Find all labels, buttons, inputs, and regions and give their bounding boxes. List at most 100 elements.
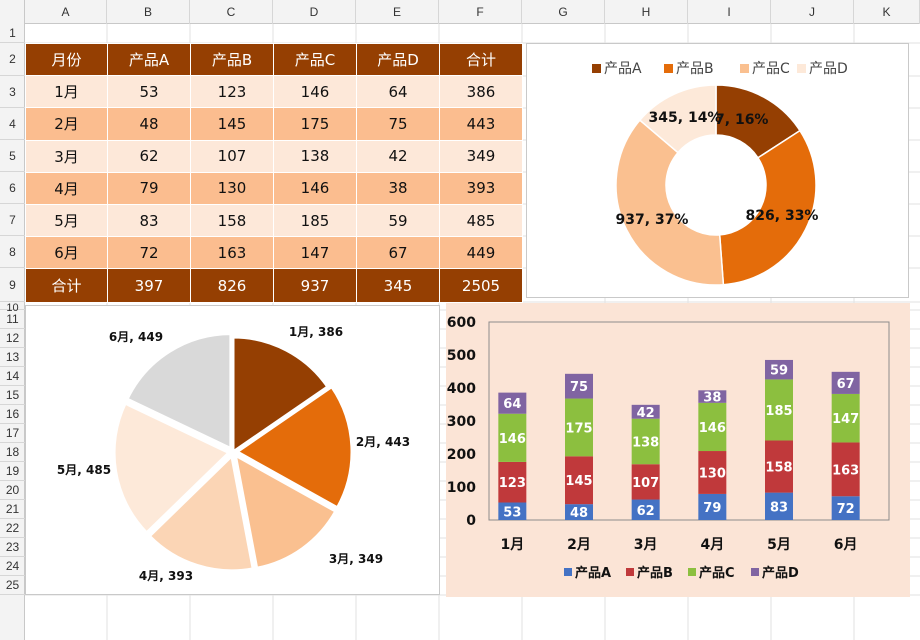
stacked-bar-chart: 0 100 200 300 400 500 600 53 123 146 64 1月 48 145 175 7…	[447, 315, 890, 581]
table-cell[interactable]: 937	[273, 268, 357, 304]
row-header-14[interactable]: 14	[0, 367, 25, 386]
table-cell[interactable]: 64	[356, 75, 440, 109]
table-cell[interactable]: 185	[273, 203, 357, 238]
table-cell[interactable]: 2月	[25, 107, 108, 141]
table-cell[interactable]: 175	[273, 107, 357, 141]
row-header-2[interactable]: 2	[0, 43, 25, 76]
column-header-f[interactable]: F	[439, 0, 522, 24]
row-header-1[interactable]: 1	[0, 24, 25, 43]
column-header-d[interactable]: D	[273, 0, 356, 24]
table-cell[interactable]: 449	[439, 236, 523, 270]
row-header-15[interactable]: 15	[0, 386, 25, 405]
stacked-bar-chart-frame[interactable]: 0 100 200 300 400 500 600 53 123 146 64 1月 48 145 175 7…	[446, 303, 910, 597]
row-header-8[interactable]: 8	[0, 236, 25, 268]
table-cell[interactable]: 397	[107, 268, 191, 304]
table-cell[interactable]: 163	[190, 236, 274, 270]
row-header-16[interactable]: 16	[0, 405, 25, 424]
table-cell[interactable]: 72	[107, 236, 191, 270]
table-cell[interactable]: 83	[107, 203, 191, 238]
legend-label: 产品B	[676, 61, 714, 77]
pie-data-label: 3月, 349	[329, 552, 383, 566]
row-header-19[interactable]: 19	[0, 462, 25, 481]
legend-swatch	[592, 64, 601, 73]
table-cell[interactable]: 146	[273, 171, 357, 205]
row-header-17[interactable]: 17	[0, 424, 25, 443]
bar-data-label: 62	[637, 504, 655, 519]
bar-data-label: 146	[699, 421, 726, 436]
table-cell[interactable]: 107	[190, 139, 274, 173]
column-header-g[interactable]: G	[522, 0, 605, 24]
table-cell[interactable]: 79	[107, 171, 191, 205]
x-tick-label: 5月	[767, 537, 791, 553]
table-cell[interactable]: 67	[356, 236, 440, 270]
donut-chart-frame[interactable]: 产品A 产品B 产品C 产品D 397, 16% 826, 33% 937, 37% 345,…	[526, 43, 909, 298]
table-cell[interactable]: 3月	[25, 139, 108, 173]
row-header-20[interactable]: 20	[0, 481, 25, 500]
column-header-b[interactable]: B	[107, 0, 190, 24]
table-cell[interactable]: 产品C	[273, 42, 357, 77]
column-header-i[interactable]: I	[688, 0, 771, 24]
row-header-3[interactable]: 3	[0, 76, 25, 108]
table-cell[interactable]: 146	[273, 75, 357, 109]
bar-segment	[631, 464, 660, 500]
table-cell[interactable]: 53	[107, 75, 191, 109]
column-header-c[interactable]: C	[190, 0, 273, 24]
row-header-24[interactable]: 24	[0, 557, 25, 576]
table-cell[interactable]: 4月	[25, 171, 108, 205]
table-cell[interactable]: 130	[190, 171, 274, 205]
table-cell[interactable]: 393	[439, 171, 523, 205]
table-cell[interactable]: 349	[439, 139, 523, 173]
table-cell[interactable]: 138	[273, 139, 357, 173]
row-header-9[interactable]: 9	[0, 268, 25, 302]
table-cell[interactable]: 145	[190, 107, 274, 141]
row-header-12[interactable]: 12	[0, 329, 25, 348]
table-cell[interactable]: 158	[190, 203, 274, 238]
pie-slice-1	[231, 335, 330, 455]
column-header-e[interactable]: E	[356, 0, 439, 24]
column-header-h[interactable]: H	[605, 0, 688, 24]
table-cell[interactable]: 123	[190, 75, 274, 109]
table-cell[interactable]: 合计	[439, 42, 523, 77]
table-cell[interactable]: 产品A	[107, 42, 191, 77]
table-cell[interactable]: 48	[107, 107, 191, 141]
row-header-22[interactable]: 22	[0, 519, 25, 538]
select-all-corner[interactable]	[0, 0, 25, 24]
table-cell[interactable]: 产品B	[190, 42, 274, 77]
row-header-7[interactable]: 7	[0, 204, 25, 236]
row-header-4[interactable]: 4	[0, 108, 25, 140]
row-header-5[interactable]: 5	[0, 140, 25, 172]
legend-label: 产品C	[752, 61, 790, 77]
table-cell[interactable]: 产品D	[356, 42, 440, 77]
table-cell[interactable]: 443	[439, 107, 523, 141]
table-cell[interactable]: 147	[273, 236, 357, 270]
row-header-10[interactable]: 10	[0, 302, 25, 314]
table-cell[interactable]: 2505	[439, 268, 523, 304]
column-header-j[interactable]: J	[771, 0, 854, 24]
table-cell[interactable]: 月份	[25, 42, 108, 77]
column-header-a[interactable]: A	[25, 0, 107, 24]
table-cell[interactable]: 42	[356, 139, 440, 173]
table-cell[interactable]: 6月	[25, 236, 108, 270]
table-cell[interactable]: 386	[439, 75, 523, 109]
table-cell[interactable]: 合计	[25, 268, 108, 304]
table-cell[interactable]: 59	[356, 203, 440, 238]
row-header-21[interactable]: 21	[0, 500, 25, 519]
row-header-11[interactable]: 11	[0, 310, 25, 329]
table-cell[interactable]: 38	[356, 171, 440, 205]
table-cell[interactable]: 62	[107, 139, 191, 173]
legend-swatch	[564, 568, 572, 576]
table-cell[interactable]: 5月	[25, 203, 108, 238]
table-cell[interactable]: 345	[356, 268, 440, 304]
bar-segment	[565, 456, 593, 505]
row-header-13[interactable]: 13	[0, 348, 25, 367]
table-cell[interactable]: 826	[190, 268, 274, 304]
row-header-23[interactable]: 23	[0, 538, 25, 557]
table-cell[interactable]: 1月	[25, 75, 108, 109]
column-header-k[interactable]: K	[854, 0, 920, 24]
pie-chart-frame[interactable]: 1月, 386 2月, 443 3月, 349 4月, 393 5月, 485 6月, 4…	[25, 305, 440, 595]
table-cell[interactable]: 75	[356, 107, 440, 141]
row-header-6[interactable]: 6	[0, 172, 25, 204]
table-cell[interactable]: 485	[439, 203, 523, 238]
row-header-18[interactable]: 18	[0, 443, 25, 462]
row-header-25[interactable]: 25	[0, 576, 25, 595]
